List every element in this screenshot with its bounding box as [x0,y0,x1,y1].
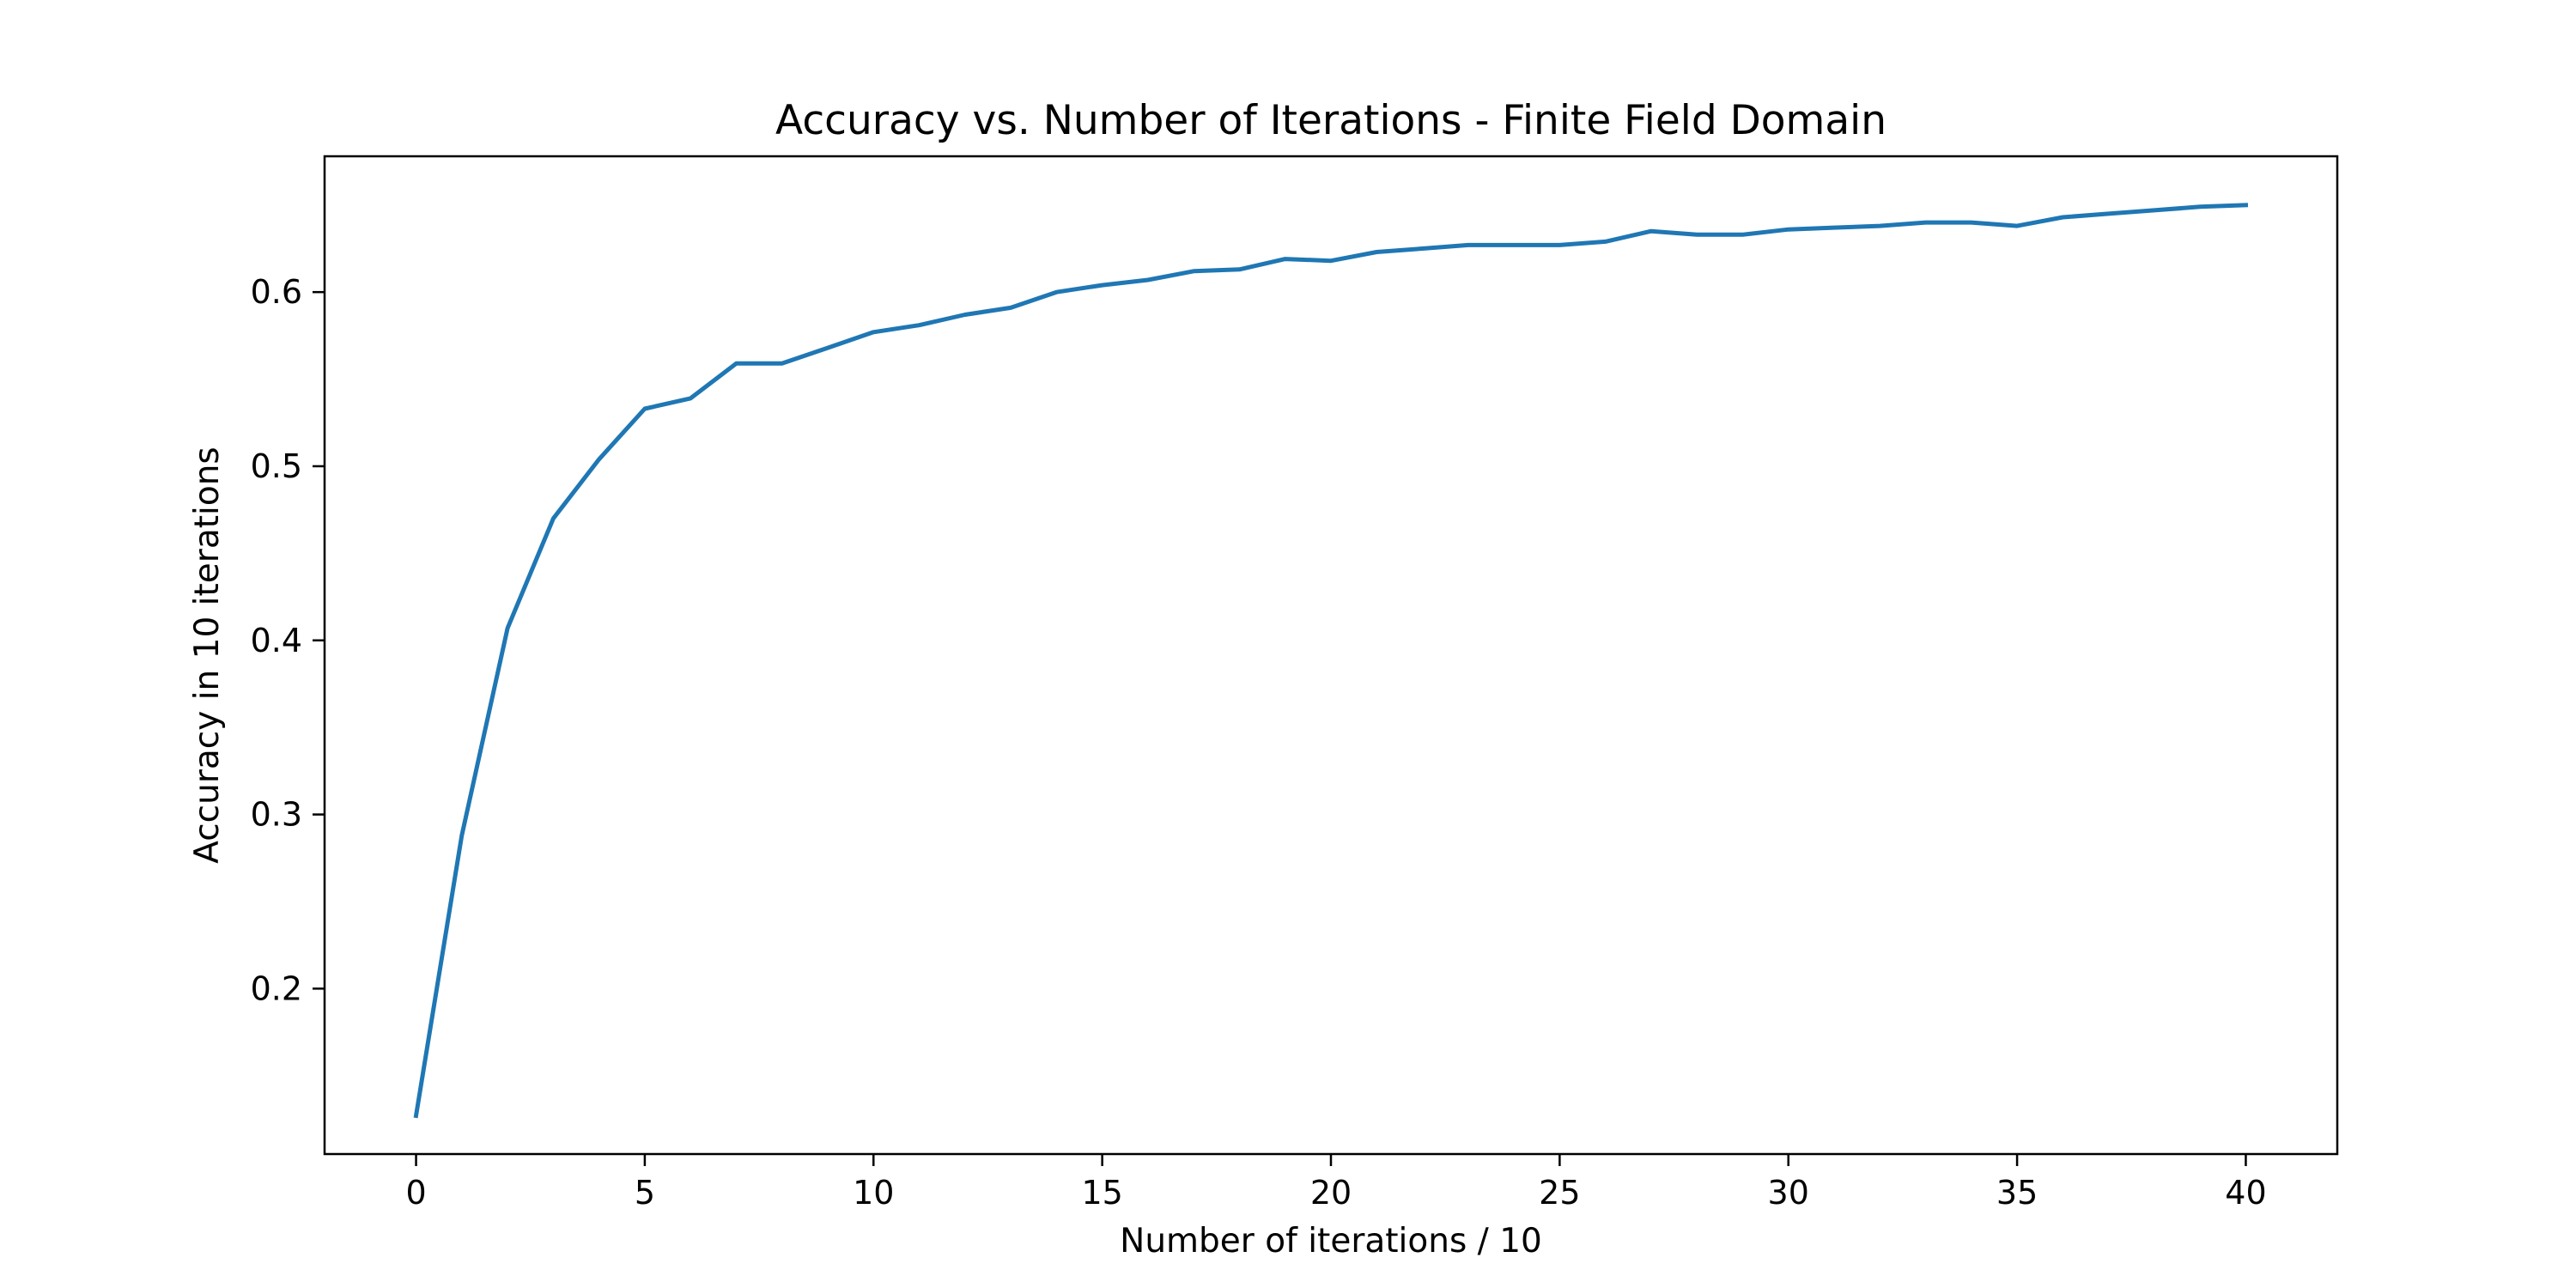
y-tick-label: 0.2 [251,969,302,1007]
x-tick-label: 0 [405,1174,426,1212]
y-tick-label: 0.3 [251,796,302,834]
x-tick-label: 35 [1996,1174,2038,1212]
x-axis-title: Number of iterations / 10 [1120,1222,1542,1261]
x-tick-label: 10 [853,1174,894,1212]
y-axis-title: Accuracy in 10 iterations [188,447,227,864]
x-tick-label: 40 [2225,1174,2266,1212]
axis-ticks: 0 5 10 15 20 25 30 35 40 0.2 0.3 0.4 0.5 0.6 [251,273,2267,1212]
x-tick-label: 15 [1081,1174,1122,1212]
chart-title: Accuracy vs. Number of Iterations - Fini… [775,97,1886,144]
y-tick-label: 0.6 [251,273,302,311]
x-tick-label: 20 [1310,1174,1352,1212]
y-tick-label: 0.4 [251,622,302,659]
plot-area [413,203,2249,1119]
x-tick-label: 30 [1768,1174,1809,1212]
y-tick-label: 0.5 [251,447,302,485]
x-tick-label: 5 [635,1174,655,1212]
x-tick-label: 25 [1539,1174,1580,1212]
